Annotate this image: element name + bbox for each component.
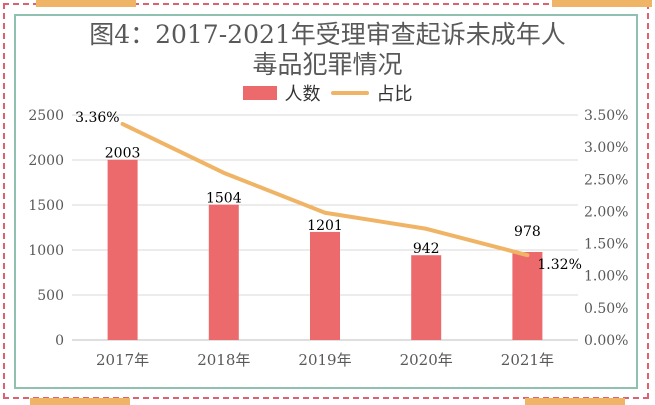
chart-title-line1: 图4：2017-2021年受理审查起诉未成年人 bbox=[89, 20, 566, 49]
accent-bar-bottom-left bbox=[30, 398, 130, 405]
legend: 人数 占比 bbox=[0, 80, 655, 106]
y-right-tick-label: 3.50% bbox=[584, 108, 628, 124]
y-left-tick-label: 500 bbox=[37, 288, 64, 304]
bar-data-label: 2003 bbox=[105, 146, 141, 162]
legend-bar-label: 人数 bbox=[284, 84, 321, 105]
accent-bar-top-right bbox=[552, 0, 652, 7]
x-tick-label: 2020年 bbox=[400, 351, 453, 369]
chart-title-line2: 毒品犯罪情况 bbox=[252, 50, 403, 79]
y-right-tick-label: 1.50% bbox=[584, 237, 628, 253]
outer-dashed-frame bbox=[3, 3, 649, 399]
bar bbox=[208, 204, 239, 340]
legend-line-swatch bbox=[330, 91, 369, 95]
inner-frame bbox=[14, 14, 638, 389]
y-right-tick-label: 2.50% bbox=[584, 172, 628, 188]
bar-data-label: 1504 bbox=[206, 191, 242, 207]
y-right-tick-label: 0.00% bbox=[584, 333, 628, 349]
accent-bar-top-left bbox=[36, 0, 136, 7]
legend-line-label: 占比 bbox=[376, 84, 413, 105]
accent-bar-bottom-right bbox=[525, 398, 625, 405]
bar-data-label: 942 bbox=[413, 241, 440, 257]
legend-bar-swatch bbox=[242, 86, 277, 100]
line-data-label: 1.32% bbox=[537, 257, 581, 273]
series-line bbox=[120, 122, 530, 258]
x-tick-label: 2017年 bbox=[96, 351, 149, 369]
legend-item-bar: 人数 bbox=[242, 80, 321, 106]
bar bbox=[512, 251, 543, 340]
legend-item-line: 占比 bbox=[330, 80, 413, 106]
y-right-tick-label: 1.00% bbox=[584, 269, 628, 285]
y-right-tick-label: 2.00% bbox=[584, 204, 628, 220]
y-left-tick-label: 0 bbox=[55, 333, 64, 349]
bar-data-label: 978 bbox=[514, 224, 541, 240]
x-tick-label: 2018年 bbox=[197, 351, 250, 369]
bar-data-label: 1201 bbox=[307, 218, 343, 234]
y-left-tick-label: 2500 bbox=[28, 108, 64, 124]
y-left-tick-label: 1500 bbox=[28, 198, 64, 214]
x-tick-label: 2019年 bbox=[298, 351, 351, 369]
bar bbox=[107, 159, 138, 340]
bar bbox=[411, 255, 442, 340]
y-right-tick-label: 3.00% bbox=[584, 140, 628, 156]
y-left-tick-label: 2000 bbox=[28, 153, 64, 169]
x-tick-label: 2021年 bbox=[501, 351, 554, 369]
bar bbox=[310, 231, 340, 340]
line-data-label: 3.36% bbox=[75, 110, 119, 126]
y-right-tick-label: 0.50% bbox=[584, 301, 628, 317]
y-left-tick-label: 1000 bbox=[28, 243, 64, 259]
